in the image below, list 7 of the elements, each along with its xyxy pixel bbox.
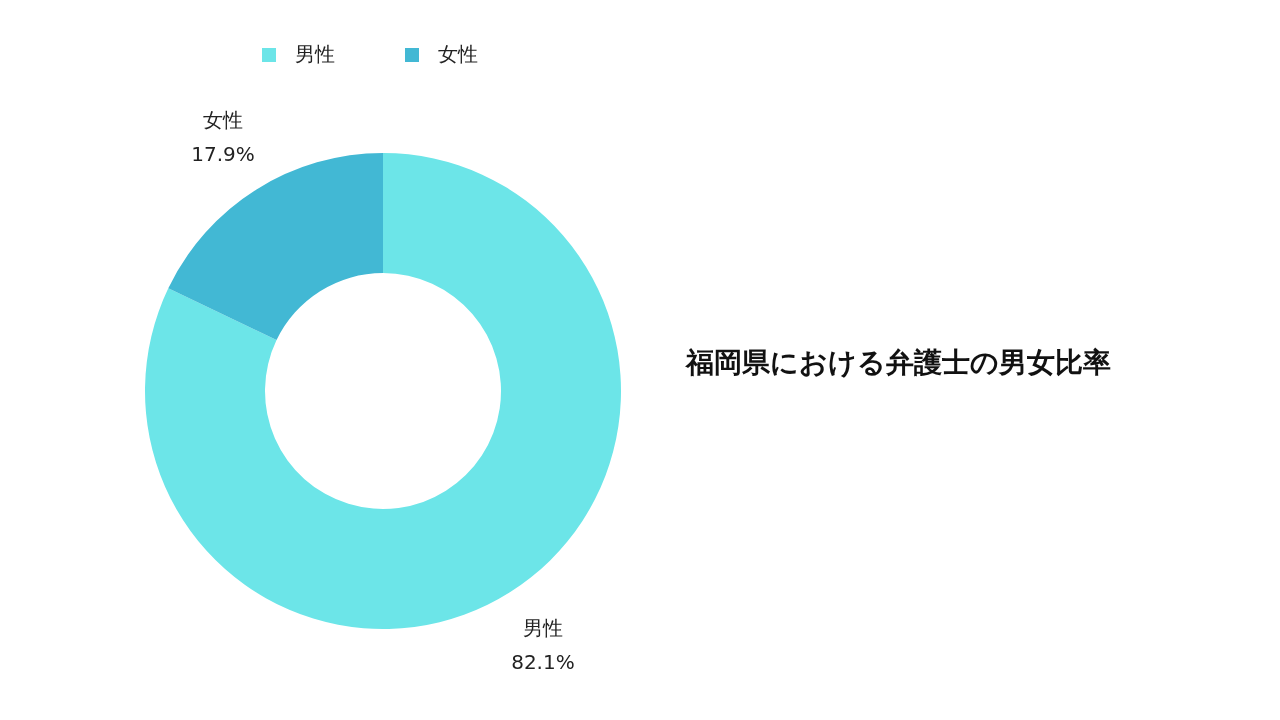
data-label: 82.1% — [511, 649, 575, 674]
slice-label: 女性 — [203, 108, 244, 133]
text: 福岡県における弁護士の男女比率 — [686, 345, 1111, 381]
legend-label: 男性 — [295, 41, 335, 68]
legend-label: 女性 — [438, 41, 478, 68]
data-label: 17.9% — [191, 142, 255, 167]
slice-label: 男性 — [522, 615, 563, 640]
